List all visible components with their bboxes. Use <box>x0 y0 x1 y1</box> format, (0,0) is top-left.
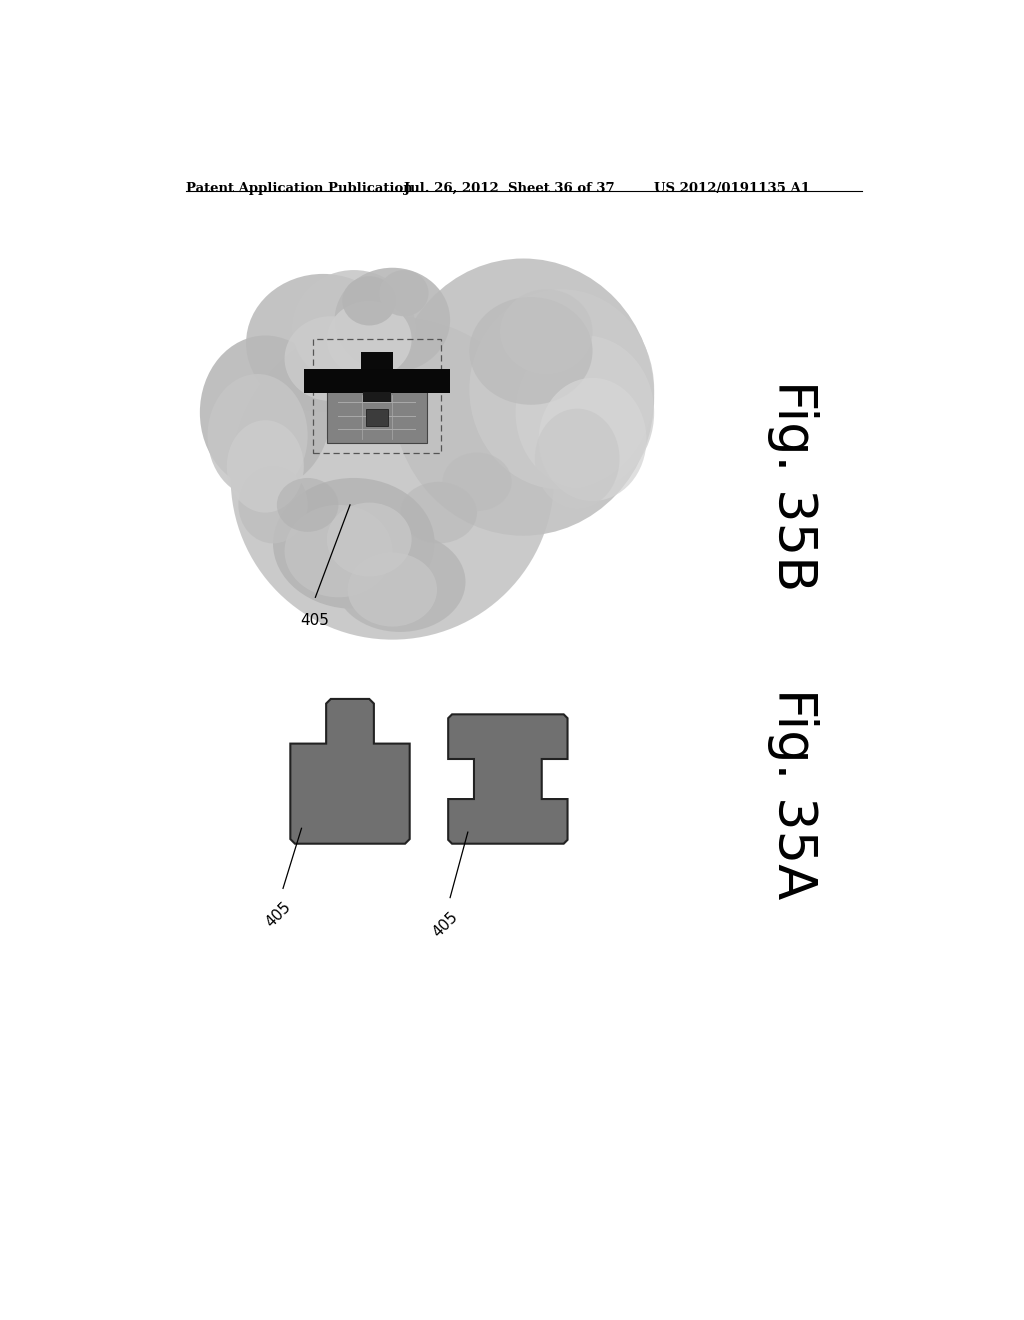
Text: Fig. 35A: Fig. 35A <box>767 688 819 899</box>
Bar <box>313 339 441 453</box>
Text: 405: 405 <box>429 909 461 940</box>
Ellipse shape <box>246 275 400 412</box>
Ellipse shape <box>292 271 416 385</box>
Ellipse shape <box>535 409 620 508</box>
Ellipse shape <box>539 378 646 502</box>
Ellipse shape <box>273 478 435 609</box>
Ellipse shape <box>208 374 307 498</box>
Ellipse shape <box>327 301 412 378</box>
Ellipse shape <box>469 297 593 405</box>
Ellipse shape <box>392 259 654 536</box>
Bar <box>367 409 388 426</box>
Ellipse shape <box>348 553 437 627</box>
Text: 405: 405 <box>263 899 294 931</box>
Ellipse shape <box>239 466 307 544</box>
Ellipse shape <box>515 335 654 490</box>
Ellipse shape <box>285 317 377 401</box>
Ellipse shape <box>285 506 392 598</box>
Ellipse shape <box>469 289 654 490</box>
Text: Jul. 26, 2012  Sheet 36 of 37: Jul. 26, 2012 Sheet 36 of 37 <box>403 182 614 194</box>
Ellipse shape <box>442 453 512 511</box>
Ellipse shape <box>200 335 331 490</box>
Ellipse shape <box>379 271 429 317</box>
PathPatch shape <box>291 700 410 843</box>
Ellipse shape <box>335 532 466 632</box>
Bar <box>360 351 393 368</box>
Ellipse shape <box>500 289 593 374</box>
Ellipse shape <box>226 420 304 512</box>
Bar <box>304 368 451 393</box>
Text: 405: 405 <box>300 612 329 628</box>
Text: Fig. 35B: Fig. 35B <box>767 380 819 591</box>
Bar <box>364 392 391 403</box>
Ellipse shape <box>230 317 554 640</box>
PathPatch shape <box>449 714 567 843</box>
Ellipse shape <box>342 276 396 326</box>
Bar <box>327 391 427 444</box>
Text: Patent Application Publication: Patent Application Publication <box>186 182 413 194</box>
Ellipse shape <box>276 478 339 532</box>
Ellipse shape <box>327 503 412 577</box>
Text: US 2012/0191135 A1: US 2012/0191135 A1 <box>654 182 810 194</box>
Ellipse shape <box>400 482 477 544</box>
Ellipse shape <box>335 268 451 372</box>
